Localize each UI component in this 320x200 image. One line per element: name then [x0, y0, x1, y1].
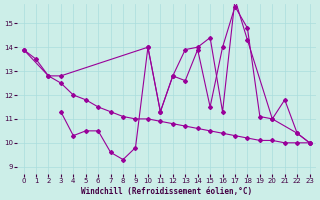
X-axis label: Windchill (Refroidissement éolien,°C): Windchill (Refroidissement éolien,°C) — [81, 187, 252, 196]
